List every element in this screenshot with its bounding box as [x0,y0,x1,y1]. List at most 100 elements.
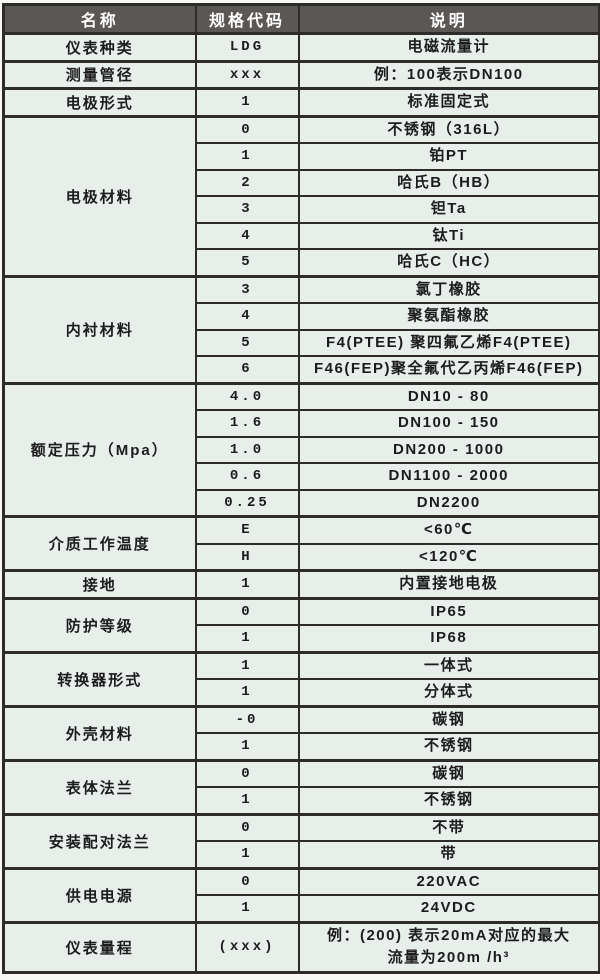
name-cell: 接地 [2,569,197,599]
code-cell: 6 [194,355,300,384]
name-cell: 介质工作温度 [2,515,197,572]
description-cell: 不带 [297,812,600,842]
code-cell: 0.25 [194,488,300,518]
table-row: 4 钛Ti [4,221,600,250]
code-cell: 1 [194,142,300,171]
code-cell: 1.0 [194,435,300,464]
name-cell: 安装配对法兰 [2,812,197,869]
code-cell: 2 [194,168,300,197]
code-cell: H [194,542,300,572]
description-cell: 分体式 [297,678,600,707]
description-cell: 钽Ta [297,195,600,224]
code-cell: -0 [194,704,300,734]
table-row: H <120℃ [4,542,600,572]
table-row: 3 钽Ta [4,195,600,224]
table-row: 0.6 DN1100 - 2000 [4,462,600,491]
description-cell: 标准固定式 [297,87,600,117]
description-cell: 钛Ti [297,221,600,250]
code-cell: 4 [194,221,300,250]
table-row: 1 24VDC [4,894,600,923]
table-row: 介质工作温度 E <60℃ [2,515,600,572]
name-cell: 仪表种类 [2,32,197,62]
name-cell: 额定压力（Mpa） [2,381,197,518]
description-cell: DN200 - 1000 [297,435,600,464]
description-cell: 铂PT [297,142,600,171]
code-cell: 4.0 [194,381,300,411]
header-description: 说明 [297,3,600,35]
table-row: 1 分体式 [4,678,600,707]
table-row: 4 聚氨酯橡胶 [4,302,600,331]
code-cell: 3 [194,195,300,224]
description-cell: 聚氨酯橡胶 [297,302,600,331]
table-row: 1.0 DN200 - 1000 [4,435,600,464]
table-body: 仪表种类 LDG 电磁流量计 测量管径 xxx 例：100表示DN100 电极形式 1 标准固定… [2,32,600,973]
code-cell: 1 [194,840,300,869]
description-cell: 带 [297,840,600,869]
description-cell: 不锈钢 [297,732,600,761]
table-row: 0.25 DN2200 [4,488,600,518]
description-cell: 电磁流量计 [297,32,600,62]
table-row: 接地 1 内置接地电极 [2,569,600,599]
table-row: 电极材料 0 不锈钢（316L） [2,114,600,277]
code-cell: 0 [194,758,300,788]
table-row: 测量管径 xxx 例：100表示DN100 [2,59,600,90]
code-cell: 1 [194,678,300,707]
description-cell: 氯丁橡胶 [297,274,600,304]
name-cell: 内衬材料 [2,274,197,384]
code-cell: 0 [194,866,300,896]
table-row: 1 IP68 [4,624,600,653]
code-cell: 5 [194,248,300,277]
table-row: 仪表种类 LDG 电磁流量计 [2,32,600,62]
description-cell: F46(FEP)聚全氟代乙丙烯F46(FEP) [297,355,600,384]
code-cell: 1 [194,87,300,117]
table-row: 转换器形式 1 一体式 [2,650,600,707]
code-cell: 1 [194,569,300,599]
description-cell: 不锈钢 [297,786,600,815]
header-row: 名称 规格代码 说明 [2,3,600,35]
name-cell: 仪表量程 [2,920,197,973]
table-row: 1 不锈钢 [4,732,600,761]
description-cell: 碳钢 [297,704,600,734]
description-cell: 24VDC [297,894,600,923]
description-cell: <120℃ [297,542,600,572]
code-cell: LDG [194,32,300,62]
code-cell: (xxx) [194,920,300,973]
table-row: 5 哈氏C（HC） [4,248,600,277]
name-cell: 电极材料 [2,114,197,277]
description-cell: 不锈钢（316L） [297,114,600,144]
name-cell: 供电电源 [2,866,197,923]
description-cell: DN10 - 80 [297,381,600,411]
code-cell: 1 [194,650,300,680]
description-cell: 例：100表示DN100 [297,59,600,90]
table-row: 供电电源 0 220VAC [2,866,600,923]
code-cell: xxx [194,59,300,90]
code-cell: 0 [194,114,300,144]
description-cell: 一体式 [297,650,600,680]
name-cell: 电极形式 [2,87,197,117]
name-cell: 防护等级 [2,596,197,653]
table-row: 额定压力（Mpa） 4.0 DN10 - 80 [2,381,600,518]
code-cell: 0.6 [194,462,300,491]
table-row: 表体法兰 0 碳钢 [2,758,600,815]
description-cell: IP65 [297,596,600,626]
description-cell: 220VAC [297,866,600,896]
code-cell: 1 [194,624,300,653]
code-cell: 3 [194,274,300,304]
table-row: 6 F46(FEP)聚全氟代乙丙烯F46(FEP) [4,355,600,384]
description-cell: 哈氏C（HC） [297,248,600,277]
description-cell: 碳钢 [297,758,600,788]
code-cell: 1.6 [194,409,300,438]
table-row: 外壳材料 -0 碳钢 [2,704,600,761]
table-row: 电极形式 1 标准固定式 [2,87,600,117]
code-cell: 5 [194,328,300,357]
code-cell: E [194,515,300,545]
name-cell: 表体法兰 [2,758,197,815]
description-cell: 例：(200) 表示20mA对应的最大 流量为200m /h³ [297,920,600,973]
flowmeter-spec-table: 名称 规格代码 说明 仪表种类 LDG 电磁流量计 测量管径 xxx 例：100表示DN1… [2,3,600,974]
description-cell: <60℃ [297,515,600,545]
description-cell: 内置接地电极 [297,569,600,599]
description-cell: F4(PTEE) 聚四氟乙烯F4(PTEE) [297,328,600,357]
header-name: 名称 [2,3,197,35]
